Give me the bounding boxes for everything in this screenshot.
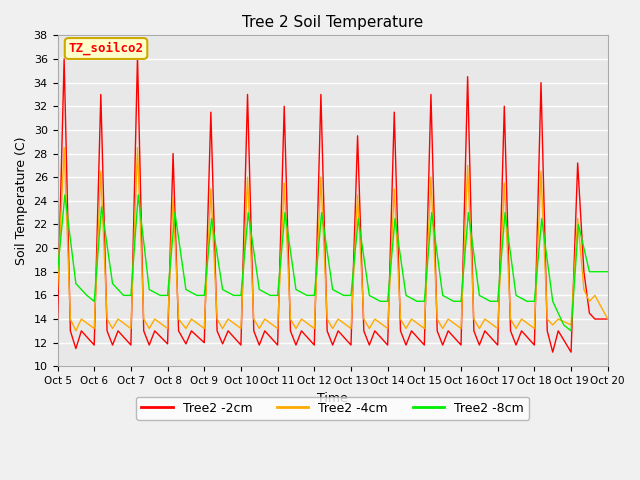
X-axis label: Time: Time: [317, 392, 348, 405]
Y-axis label: Soil Temperature (C): Soil Temperature (C): [15, 137, 28, 265]
Text: TZ_soilco2: TZ_soilco2: [68, 42, 143, 55]
Title: Tree 2 Soil Temperature: Tree 2 Soil Temperature: [242, 15, 423, 30]
Legend: Tree2 -2cm, Tree2 -4cm, Tree2 -8cm: Tree2 -2cm, Tree2 -4cm, Tree2 -8cm: [136, 396, 529, 420]
